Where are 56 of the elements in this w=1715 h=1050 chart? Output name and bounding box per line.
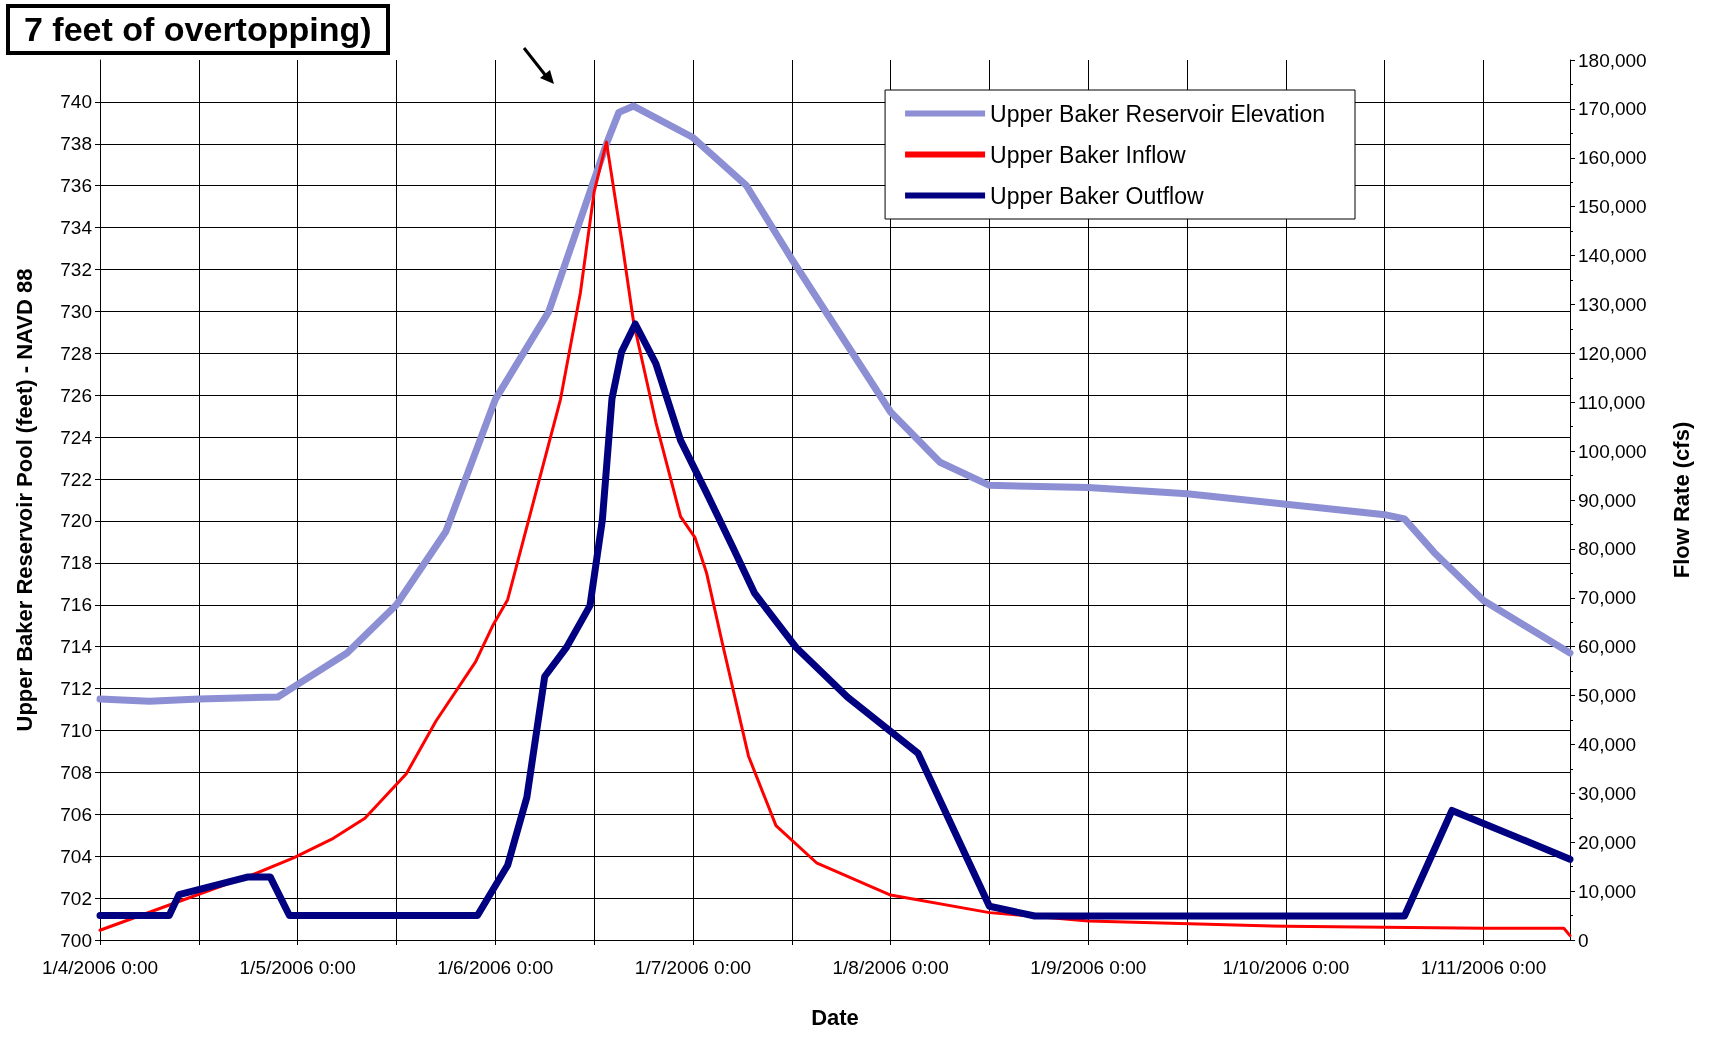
y-tick-label: 738: [60, 133, 92, 155]
x-tick-label: 1/6/2006 0:00: [437, 957, 554, 978]
y2-tick-label: 140,000: [1578, 245, 1647, 267]
y-tick-label: 728: [60, 342, 92, 364]
y-tick-label: 722: [60, 468, 92, 490]
x-tick-label: 1/4/2006 0:00: [41, 957, 159, 978]
y-tick-label: 736: [60, 175, 92, 197]
y-tick-label: 720: [60, 510, 92, 532]
y-tick-label: 732: [60, 259, 92, 281]
y2-axis-title: Flow Rate (cfs): [1668, 421, 1694, 579]
y2-tick-label: 170,000: [1578, 98, 1647, 120]
y2-tick-label: 160,000: [1578, 147, 1647, 169]
y2-tick-label: 40,000: [1578, 733, 1637, 755]
x-tick-label: 1/8/2006 0:00: [832, 957, 949, 978]
y2-tick-label: 130,000: [1578, 293, 1647, 315]
x-tick-label: 1/7/2006 0:00: [634, 957, 752, 978]
y2-tick-label: 110,000: [1578, 391, 1646, 413]
y2-tick-label: 150,000: [1578, 196, 1647, 218]
x-axis-title: Date: [811, 1004, 859, 1030]
y2-tick-label: 180,000: [1578, 49, 1647, 71]
y-tick-label: 734: [60, 217, 93, 239]
line-series: [98, 140, 1572, 938]
y2-tick-label: 0: [1578, 929, 1589, 951]
y-tick-label: 724: [60, 426, 93, 448]
y-tick-label: 702: [60, 887, 92, 909]
y-axis-title: Upper Baker Reservoir Pool (feet) - NAVD 88: [11, 268, 37, 732]
y-tick-label: 700: [60, 929, 92, 951]
x-tick-label: 1/9/2006 0:00: [1030, 957, 1147, 978]
y-tick-label: 710: [60, 719, 92, 741]
y2-tick-label: 60,000: [1578, 636, 1637, 658]
y-tick-label: 740: [60, 91, 92, 113]
y2-tick-label: 20,000: [1578, 831, 1637, 853]
y-tick-label: 712: [60, 678, 92, 700]
y2-tick-label: 120,000: [1578, 342, 1647, 364]
y2-tick-label: 50,000: [1578, 685, 1637, 707]
y2-tick-label: 70,000: [1578, 587, 1637, 609]
legend-label: Upper Baker Outflow: [990, 182, 1204, 209]
y2-tick-label: 100,000: [1578, 440, 1647, 462]
y2-tick-label: 30,000: [1578, 782, 1637, 804]
y-tick-label: 730: [60, 300, 92, 322]
x-tick-label: 1/10/2006 0:00: [1222, 957, 1350, 978]
y2-tick-label: 80,000: [1578, 538, 1637, 560]
text: 7 feet of overtopping): [6, 4, 390, 55]
legend-label: Upper Baker Reservoir Elevation: [990, 100, 1326, 127]
x-tick-label: 1/5/2006 0:00: [239, 957, 356, 978]
y-tick-label: 708: [60, 761, 92, 783]
y-tick-label: 714: [60, 636, 93, 658]
y2-tick-label: 10,000: [1578, 880, 1637, 902]
y-tick-label: 726: [60, 384, 92, 406]
legend-label: Upper Baker Inflow: [990, 141, 1187, 168]
y-tick-label: 706: [60, 803, 92, 825]
y2-tick-label: 90,000: [1578, 489, 1637, 511]
y-tick-label: 718: [60, 552, 92, 574]
y-tick-label: 716: [60, 594, 92, 616]
x-tick-label: 1/11/2006 0:00: [1420, 957, 1547, 978]
y-tick-label: 704: [60, 845, 93, 867]
